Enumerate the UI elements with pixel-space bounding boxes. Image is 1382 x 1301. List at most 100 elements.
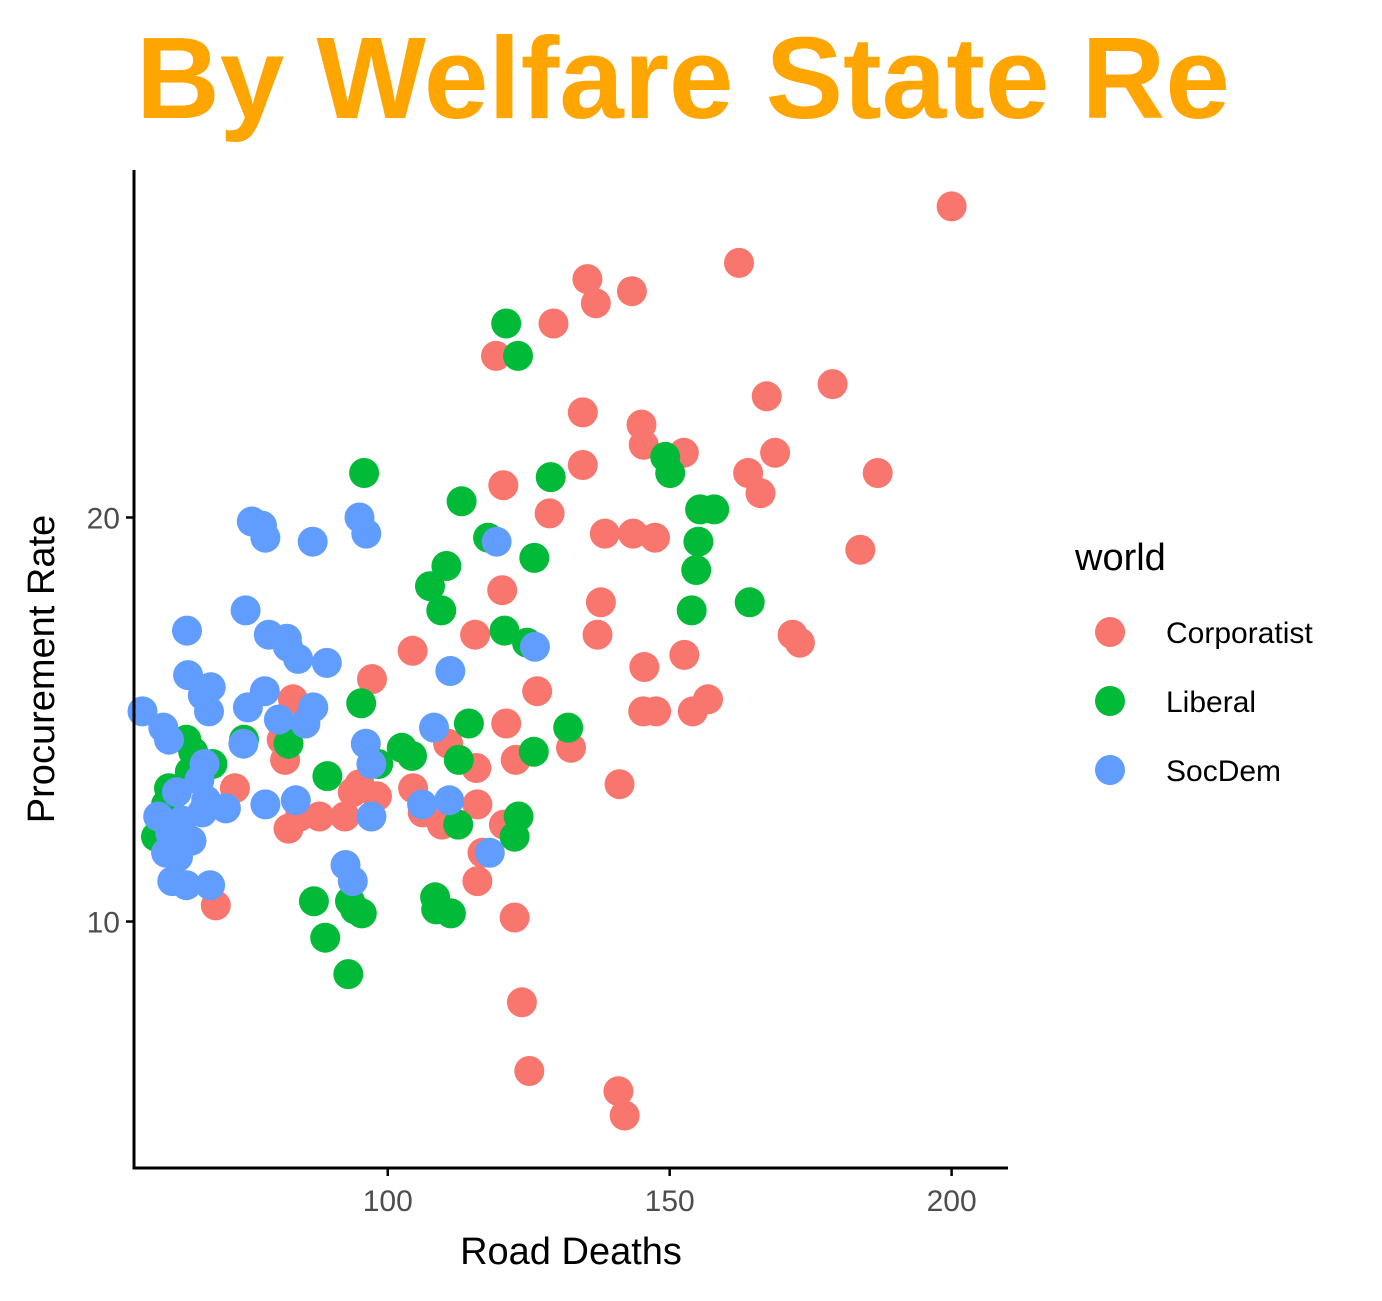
data-point [745,478,776,509]
data-point [340,894,370,925]
data-point [589,518,620,549]
data-point [232,692,263,723]
data-point [210,793,241,824]
data-point [312,761,343,792]
data-point [506,987,537,1018]
data-point [462,789,493,820]
legend-swatch [1095,755,1125,785]
data-point [862,458,893,488]
data-point [250,789,281,820]
data-point [567,450,598,480]
data-point [356,801,387,832]
data-point [683,526,714,557]
data-point [337,866,368,897]
data-point [936,191,967,222]
series-socdem [127,502,550,901]
data-point [310,922,341,953]
data-point [676,595,707,626]
data-point [397,635,428,666]
data-point [499,821,530,852]
data-point [273,813,304,844]
data-point [474,837,505,868]
data-point [628,696,659,727]
data-point [460,619,491,650]
y-axis-label: Procurement Rate [21,515,63,823]
y-tick-label: 20 [87,502,120,535]
legend-label: Liberal [1166,686,1256,719]
data-point [298,886,329,917]
data-point [329,801,360,832]
data-point [172,615,202,646]
data-point [435,898,466,929]
data-point [580,288,611,319]
data-point [629,652,660,682]
data-point [491,708,522,739]
legend-swatch [1095,686,1125,716]
data-point [669,639,700,670]
data-point [462,866,493,897]
legend-label: SocDem [1166,755,1281,788]
data-point [272,631,303,662]
data-point [434,785,465,816]
data-point [582,619,613,650]
legend-swatch [1095,617,1125,647]
data-point [499,902,530,933]
data-point [250,522,281,553]
data-point [489,615,520,646]
plot-area [127,191,967,1131]
chart-title: By Welfare State Re [136,13,1230,143]
data-point [655,458,686,488]
data-point [553,712,584,743]
data-point [435,656,466,686]
data-point [616,276,647,307]
data-point [194,696,224,727]
data-point [724,247,754,278]
data-point [845,534,876,565]
data-point [503,340,533,371]
data-point [453,708,484,739]
data-point [751,381,782,412]
legend-item: SocDem [1095,755,1281,788]
legend-item: Liberal [1095,686,1256,719]
data-point [426,595,457,626]
x-tick-label: 100 [363,1185,413,1218]
data-point [534,498,565,529]
x-axis-ticks: 100 150 200 [363,1168,977,1218]
legend: world Corporatist Liberal SocDem [1074,537,1313,788]
data-point [487,575,518,606]
data-point [290,708,321,739]
data-point [519,542,550,573]
data-point [357,664,387,695]
data-point [535,462,566,493]
data-point [443,809,474,840]
data-point [784,627,815,658]
data-point [446,486,477,517]
data-point [488,470,519,501]
data-point [567,397,598,428]
data-point [699,494,730,525]
data-point [154,724,184,755]
data-point [163,841,193,872]
data-point [603,1076,634,1107]
data-point [419,712,449,743]
y-axis-ticks: 10 20 [87,502,134,940]
data-point [407,789,438,820]
data-point [415,571,445,602]
data-point [195,870,226,901]
data-point [585,587,616,618]
data-point [161,777,192,808]
data-point [609,1100,640,1131]
legend-label: Corporatist [1166,617,1313,650]
data-point [356,749,387,779]
data-point [280,785,311,816]
data-point [481,340,511,371]
data-point [351,518,382,549]
data-point [230,595,261,626]
data-point [518,736,549,767]
y-tick-label: 10 [87,907,120,940]
x-axis-label: Road Deaths [460,1231,682,1273]
legend-title: world [1074,537,1166,579]
data-point [228,728,259,759]
x-tick-label: 200 [927,1185,977,1218]
